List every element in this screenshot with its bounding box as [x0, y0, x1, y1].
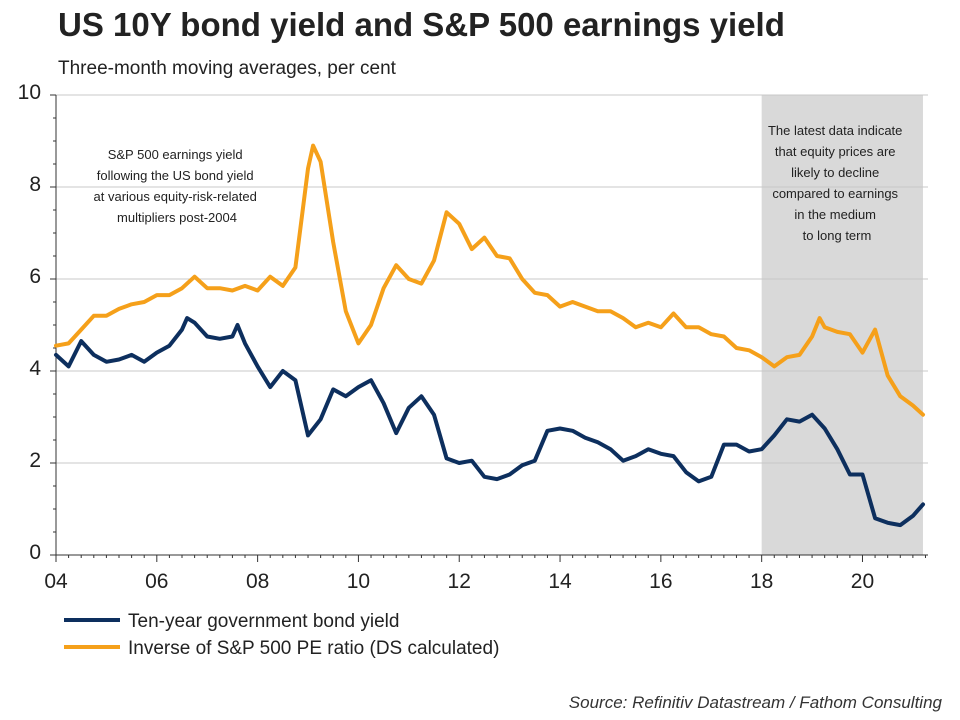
annotation-right-line-3: likely to decline	[791, 165, 879, 180]
annotation-left-line-4: multipliers post-2004	[117, 210, 237, 225]
y-tick-label: 0	[29, 541, 41, 564]
legend-label-earnings-yield: Inverse of S&P 500 PE ratio (DS calculat…	[128, 638, 499, 659]
x-tick-label: 08	[246, 570, 269, 593]
x-tick-label: 16	[649, 570, 672, 593]
x-tick-label: 12	[448, 570, 471, 593]
x-tick-label: 20	[851, 570, 874, 593]
series-lines	[54, 143, 925, 528]
annotation-left-line-2: following the US bond yield	[97, 168, 254, 183]
y-tick-label: 10	[18, 81, 41, 104]
annotation-left-line-1: S&P 500 earnings yield	[108, 147, 243, 162]
x-tick-label: 18	[750, 570, 773, 593]
annotation-left-line-3: at various equity-risk-related	[94, 189, 257, 204]
y-tick-label: 6	[29, 265, 41, 288]
legend-label-bond-yield: Ten-year government bond yield	[128, 611, 399, 632]
source-note: Source: Refinitiv Datastream / Fathom Co…	[568, 693, 942, 712]
x-tick-label: 14	[548, 570, 572, 593]
series-earnings-yield	[54, 143, 925, 417]
chart-subtitle: Three-month moving averages, per cent	[58, 58, 396, 79]
chart-title: US 10Y bond yield and S&P 500 earnings y…	[58, 6, 785, 43]
annotation-right: The latest data indicate that equity pri…	[768, 123, 906, 243]
legend: Ten-year government bond yield Inverse o…	[64, 611, 499, 659]
gridlines	[56, 94, 928, 464]
annotation-right-line-4: compared to earnings	[772, 186, 898, 201]
annotation-right-line-1: The latest data indicate	[768, 123, 902, 138]
x-axis-labels: 04 06 08 10 12 14 16 18 20	[44, 570, 874, 593]
annotation-right-line-5: in the medium	[794, 207, 876, 222]
x-tick-label: 06	[145, 570, 168, 593]
series-bond-yield	[54, 316, 925, 528]
y-tick-label: 2	[29, 449, 41, 472]
x-tick-label: 10	[347, 570, 370, 593]
x-tick-label: 04	[44, 570, 68, 593]
axes	[50, 94, 928, 562]
y-tick-label: 4	[29, 357, 41, 380]
forecast-shading	[761, 95, 923, 555]
annotation-right-line-2: that equity prices are	[775, 144, 896, 159]
y-axis-labels: 0 2 4 6 8 10	[18, 81, 42, 564]
annotation-right-line-6: to long term	[803, 228, 872, 243]
annotation-left: S&P 500 earnings yield following the US …	[94, 147, 261, 225]
y-tick-label: 8	[29, 173, 41, 196]
